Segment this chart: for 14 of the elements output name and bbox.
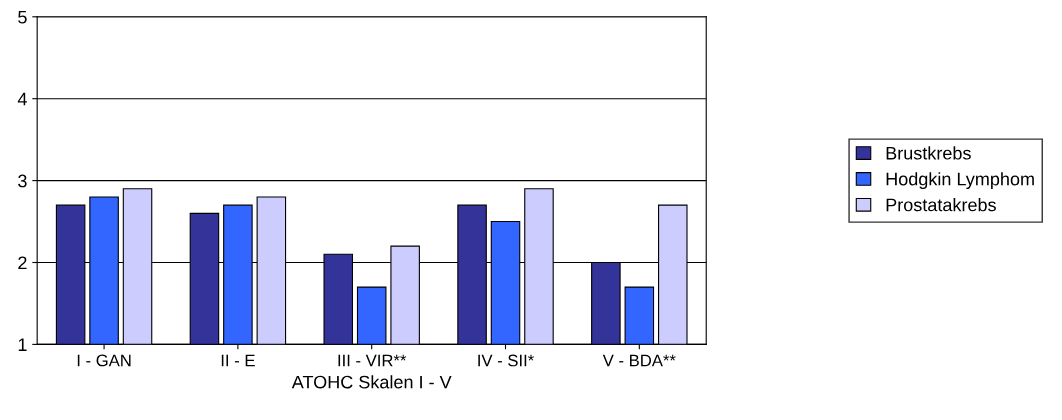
y-tick-label: 1 <box>18 338 27 351</box>
y-tick-label: 2 <box>18 256 27 270</box>
legend-label: Prostatakrebs <box>886 198 996 212</box>
x-tick-label: III - VIR** <box>338 354 407 367</box>
legend-label: Hodgkin Lymphom <box>886 172 1034 190</box>
x-tick-label: I - GAN <box>77 354 131 367</box>
x-tick-label: IV - SII* <box>478 354 534 367</box>
x-tick-label: II - E <box>221 354 255 367</box>
y-tick-label: 5 <box>18 10 27 24</box>
legend-label: Brustkrebs <box>886 146 971 160</box>
y-tick-label: 4 <box>17 92 27 106</box>
y-tick-label: 3 <box>18 174 27 188</box>
x-axis-title: ATOHC Skalen I - V <box>291 375 452 389</box>
x-tick-label: V - BDA** <box>602 354 676 367</box>
